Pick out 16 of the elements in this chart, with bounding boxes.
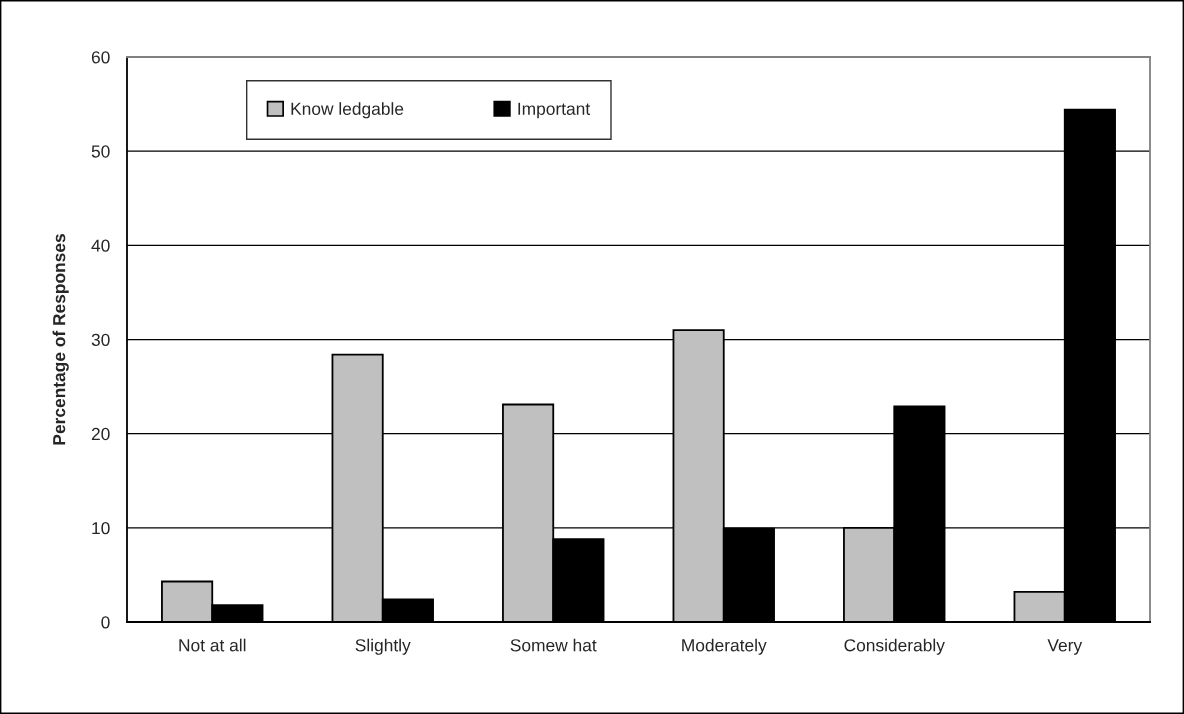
x-tick-label: Very [1047,639,1083,655]
x-tick-label: Not at all [179,638,246,652]
x-tick-label: Considerably [844,638,945,655]
y-tick-label: 40 [91,239,110,252]
legend-label: Important [518,102,591,119]
y-tick-label: 0 [101,616,110,629]
y-tick-label: 50 [91,145,110,158]
y-tick-label: 60 [91,51,110,64]
x-tick-label: Slightly [355,638,411,655]
y-tick-label: 20 [91,427,110,441]
y-tick-label: 10 [92,522,110,535]
y-tick-label: 30 [91,333,110,346]
x-tick-label: Somew hat [510,638,597,652]
legend-label: Know ledgable [291,102,404,119]
x-tick-label: Moderately [682,638,767,655]
y-axis-title: Percentage of Responses [52,234,69,445]
